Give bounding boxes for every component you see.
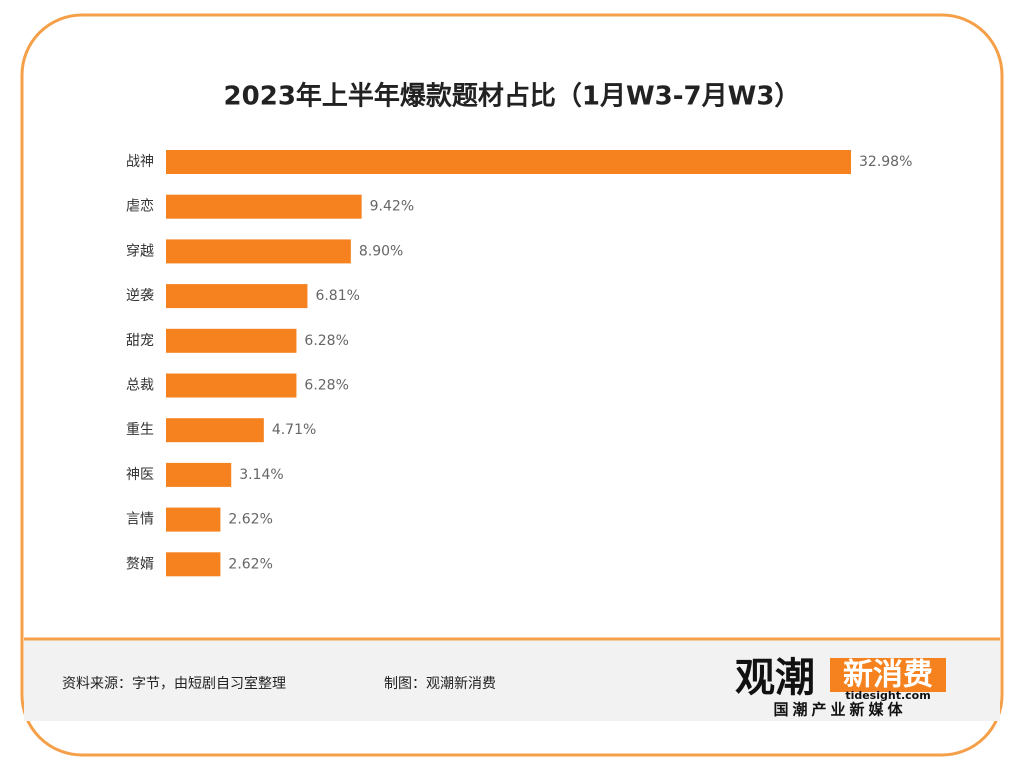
- category-label: 穿越: [126, 243, 154, 259]
- logo-main: 观潮: [735, 655, 815, 701]
- source-note: 资料来源：字节，由短剧自习室整理: [62, 675, 286, 692]
- bar: [166, 462, 232, 487]
- category-label: 虐恋: [126, 198, 154, 215]
- value-label: 9.42%: [370, 199, 414, 215]
- bar: [166, 507, 221, 532]
- logo-highlight: 新消费: [843, 658, 933, 693]
- logo-tagline: 国潮产业新媒体: [773, 701, 906, 719]
- value-label: 8.90%: [359, 243, 403, 259]
- value-label: 6.81%: [315, 288, 359, 304]
- category-label: 重生: [126, 422, 154, 438]
- value-label: 2.62%: [228, 556, 272, 572]
- logo-box: [830, 658, 946, 692]
- bar: [166, 194, 362, 219]
- value-label: 6.28%: [304, 378, 348, 394]
- logo-url: tidesight.com: [845, 689, 930, 702]
- value-label: 32.98%: [859, 154, 912, 170]
- bar: [166, 284, 308, 309]
- category-label: 赘婿: [126, 555, 154, 572]
- value-label: 3.14%: [239, 467, 283, 483]
- bar: [166, 552, 221, 577]
- category-label: 逆袭: [126, 288, 154, 304]
- bar: [166, 150, 851, 174]
- category-label: 甜宠: [126, 333, 154, 349]
- category-label: 神医: [126, 467, 154, 483]
- category-label: 言情: [126, 512, 154, 528]
- value-label: 2.62%: [228, 512, 272, 528]
- bar: [166, 418, 264, 443]
- bar: [166, 239, 351, 264]
- credit-note: 制图：观潮新消费: [384, 676, 496, 692]
- bar: [166, 373, 297, 398]
- value-label: 4.71%: [272, 422, 316, 438]
- value-label: 6.28%: [304, 333, 348, 349]
- category-label: 总裁: [126, 378, 154, 394]
- chart-title: 2023年上半年爆款题材占比（1月W3-7月W3）: [224, 81, 801, 112]
- category-label: 战神: [126, 154, 154, 170]
- bar: [166, 328, 297, 353]
